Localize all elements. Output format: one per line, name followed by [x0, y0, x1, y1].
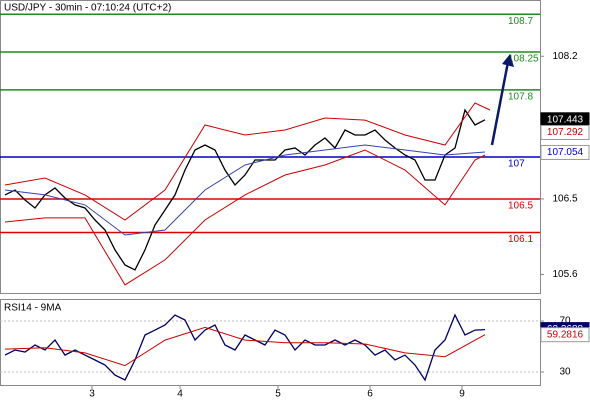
level-label: 106.1 — [508, 234, 533, 245]
arrow — [490, 61, 510, 146]
series-line — [4, 102, 491, 221]
y-tick-label: 105.6 — [552, 269, 577, 280]
series-line — [4, 313, 486, 382]
x-tick-label: 4 — [177, 389, 183, 400]
x-tick-label: 5 — [275, 389, 281, 400]
price-tag-label: 107.292 — [547, 127, 584, 138]
series-line — [4, 144, 486, 236]
level-label: 106.5 — [508, 201, 533, 212]
x-tick-label: 9 — [459, 389, 465, 400]
price-tag-label: 59.2816 — [547, 329, 584, 340]
y-tick-label: 70 — [559, 316, 571, 327]
series-line — [4, 108, 486, 271]
price-tag — [540, 124, 590, 140]
price-tag-label: 107.054 — [547, 147, 584, 158]
level-label: 108.7 — [508, 16, 533, 27]
price-tag-label: 107.443 — [547, 114, 584, 125]
y-tick-label: 30 — [559, 367, 571, 378]
price-tag — [540, 327, 590, 343]
level-label: 107.8 — [508, 91, 533, 102]
series-line — [4, 326, 486, 367]
y-tick-label: 106.5 — [552, 194, 577, 205]
rsi-panel — [0, 299, 541, 386]
price-tag — [540, 144, 590, 160]
series-line — [4, 149, 486, 286]
level-label: 108.25 — [508, 54, 539, 65]
level-label: 107 — [508, 159, 525, 170]
x-tick-label: 3 — [89, 389, 95, 400]
rsi-title: RSI14 - 9MA — [4, 303, 62, 314]
x-tick-label: 6 — [367, 389, 373, 400]
y-tick-label: 108.2 — [552, 51, 577, 62]
chart-title: USD/JPY - 30min - 07:10:24 (UTC+2) — [4, 3, 171, 14]
arrow-head — [502, 54, 514, 67]
